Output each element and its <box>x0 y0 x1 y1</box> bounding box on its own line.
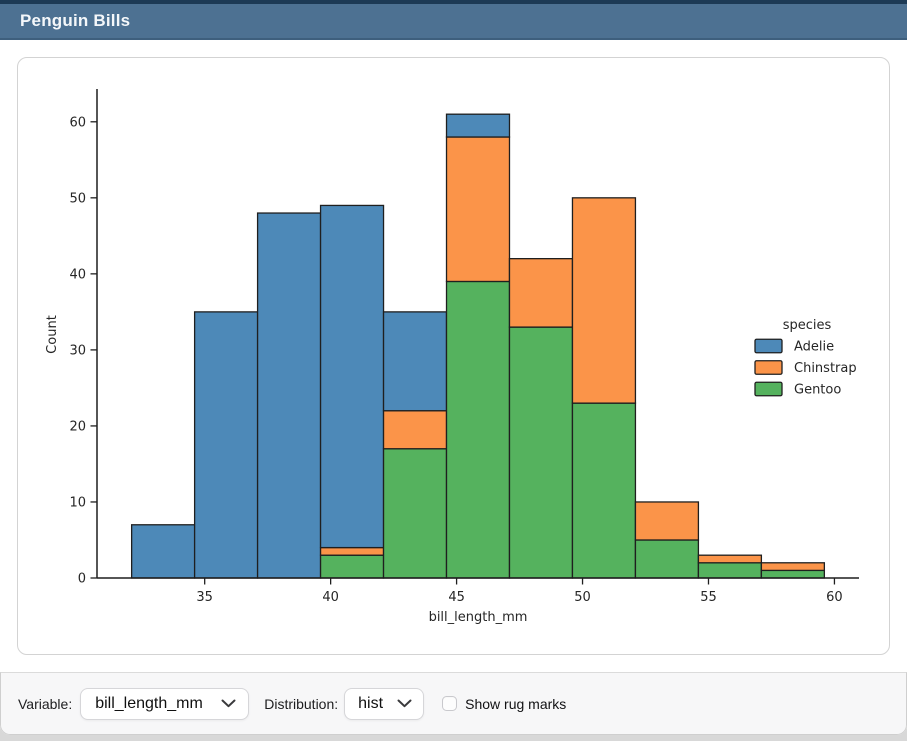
bar-segment <box>445 136 511 283</box>
chart-text: 10 <box>69 495 86 510</box>
legend-swatch <box>754 338 783 354</box>
bar-segment <box>382 410 448 450</box>
chart-text: 30 <box>69 343 86 358</box>
chart-text: species <box>783 318 832 333</box>
chevron-down-icon <box>397 699 412 708</box>
chart-text: 55 <box>700 590 717 605</box>
bar-segment <box>256 212 322 579</box>
bar-segment <box>571 402 637 579</box>
bar-segment <box>382 311 448 412</box>
chart-text: Gentoo <box>794 383 841 398</box>
chart-text: bill_length_mm <box>429 610 528 625</box>
chart-text: Count <box>45 315 60 354</box>
bar-segment <box>508 326 574 579</box>
chart-text: 0 <box>78 572 86 587</box>
control-bar: Variable: bill_length_mm Distribution: h… <box>0 672 907 735</box>
variable-select[interactable]: bill_length_mm <box>80 687 250 720</box>
bar-segment <box>319 554 385 579</box>
bar-segment <box>760 569 826 579</box>
chart-text: 35 <box>196 590 213 605</box>
chevron-down-icon <box>221 699 236 708</box>
bar-segment <box>319 204 385 549</box>
show-rug-checkbox[interactable] <box>442 696 458 711</box>
chart-text: Adelie <box>794 340 834 355</box>
bar-segment <box>382 448 448 579</box>
chart-text: 60 <box>69 115 86 130</box>
histogram-chart: 35 40 45 50 55 60 0 10 20 30 40 50 60 bill_length_mm C… <box>45 89 859 625</box>
show-rug-label: Show rug marks <box>465 695 567 712</box>
bar-segment <box>445 280 511 579</box>
bar-segment <box>634 501 700 541</box>
bar-segment <box>508 258 574 328</box>
variable-label: Variable: <box>18 695 73 712</box>
distribution-select[interactable]: hist <box>344 687 425 720</box>
bar-segment <box>193 311 259 579</box>
chart-card: 35 40 45 50 55 60 0 10 20 30 40 50 60 bill_length_mm C… <box>17 57 890 655</box>
chart-text: 45 <box>448 590 465 605</box>
bar-segment <box>697 562 763 579</box>
bar-segment <box>697 554 763 564</box>
bar-segment <box>571 197 637 404</box>
window-title: Penguin Bills <box>20 11 131 30</box>
chart-text: Chinstrap <box>794 361 857 376</box>
bar-segment <box>634 539 700 579</box>
bar-segment <box>319 546 385 556</box>
distribution-label: Distribution: <box>264 695 339 712</box>
chart-text: 40 <box>69 267 86 282</box>
chart-text: 50 <box>69 191 86 206</box>
distribution-select-value: hist <box>358 694 384 712</box>
chart-text: 50 <box>574 590 591 605</box>
variable-select-value: bill_length_mm <box>95 694 203 712</box>
chart-text: 40 <box>322 590 339 605</box>
chart-text: 20 <box>69 419 86 434</box>
bar-segment <box>445 113 511 138</box>
title-bar: Penguin Bills <box>0 0 907 40</box>
legend-swatch <box>754 360 783 375</box>
legend-swatch <box>754 381 783 397</box>
bar-segment <box>130 524 196 579</box>
chart-text: 60 <box>826 590 843 605</box>
bar-segment <box>760 562 826 572</box>
